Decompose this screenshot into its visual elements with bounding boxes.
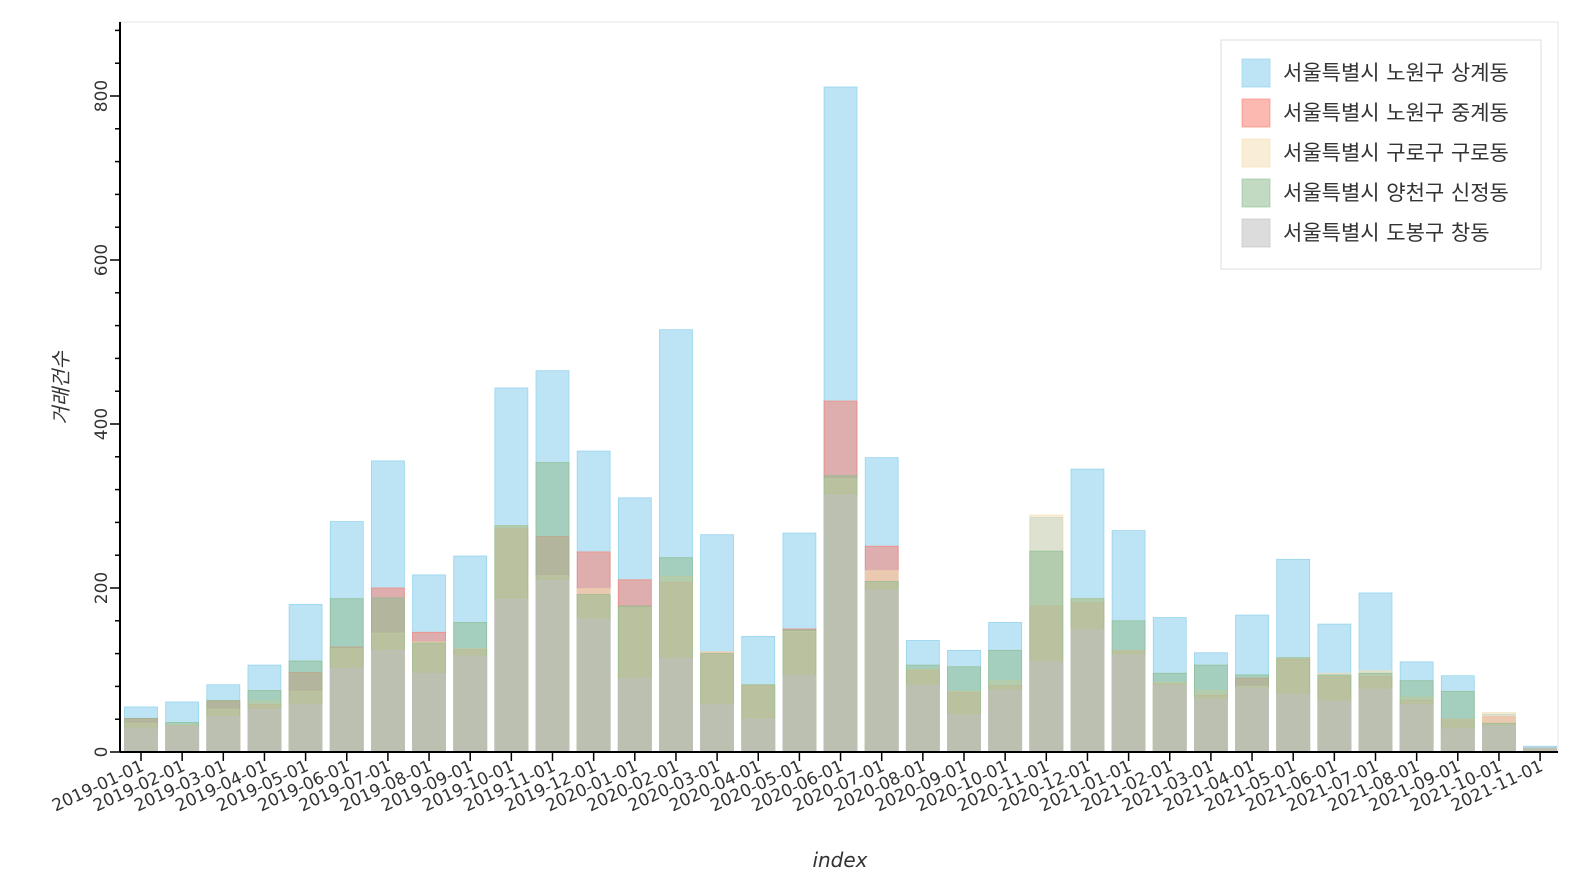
series-4 — [124, 494, 1557, 753]
y-tick-label: 400 — [92, 408, 112, 440]
bar — [1399, 704, 1434, 753]
bar — [329, 667, 364, 753]
bar — [659, 658, 693, 753]
bar — [864, 590, 899, 753]
bar — [494, 599, 529, 753]
bar — [1029, 661, 1064, 753]
bar — [905, 685, 940, 753]
axes — [110, 21, 1559, 761]
bar — [1358, 689, 1393, 753]
y-tick-label: 600 — [92, 244, 112, 276]
bar — [1070, 629, 1105, 753]
bar — [823, 494, 858, 753]
legend-label: 서울특별시 도봉구 창동 — [1283, 221, 1490, 245]
legend-swatch — [1241, 178, 1271, 208]
bar — [1235, 687, 1269, 753]
legend-label: 서울특별시 노원구 상계동 — [1283, 61, 1509, 85]
bar — [988, 690, 1023, 753]
bar — [453, 655, 488, 753]
legend-label: 서울특별시 양천구 신정동 — [1283, 181, 1509, 205]
legend-box — [1220, 39, 1542, 270]
bar — [370, 649, 405, 753]
bar — [782, 675, 817, 753]
bar — [1276, 694, 1311, 753]
bar — [165, 726, 200, 753]
legend-label: 서울특별시 노원구 중계동 — [1283, 101, 1509, 125]
bar — [741, 718, 776, 753]
bar — [1111, 654, 1146, 753]
legend-swatch — [1241, 138, 1271, 168]
legend-swatch — [1241, 58, 1271, 88]
bar — [1317, 700, 1352, 753]
bar — [535, 580, 570, 753]
x-axis-label: index — [812, 848, 867, 872]
bar — [124, 728, 158, 753]
bar — [412, 672, 446, 753]
y-axis-label: 거래건수 — [49, 351, 73, 425]
legend-swatch — [1241, 98, 1271, 128]
bar — [1152, 685, 1187, 753]
y-tick-label: 0 — [92, 747, 112, 758]
legend-swatch — [1241, 218, 1271, 248]
bar — [1440, 728, 1475, 753]
bar-layer — [124, 86, 1557, 753]
bar — [1194, 699, 1228, 753]
y-tick-label: 800 — [92, 80, 112, 112]
bar — [206, 716, 241, 753]
bar — [247, 708, 282, 753]
y-tick-label: 200 — [92, 572, 112, 604]
bar — [617, 678, 652, 753]
bar — [576, 618, 611, 753]
bar — [700, 704, 734, 753]
bar — [1482, 725, 1516, 753]
legend-label: 서울특별시 구로구 구로동 — [1283, 141, 1509, 165]
bar — [947, 714, 981, 753]
bar — [288, 704, 323, 753]
